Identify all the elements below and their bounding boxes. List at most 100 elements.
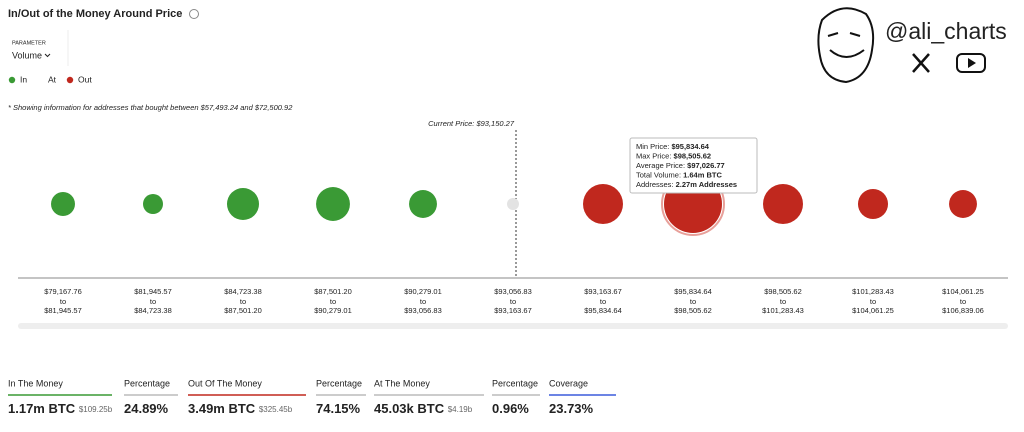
stat-label: Percentage	[316, 378, 362, 388]
tooltip-value: 1.64m BTC	[683, 170, 722, 179]
tooltip-label: Max Price:	[636, 151, 671, 160]
legend-label: In	[20, 74, 27, 84]
stat-value: 45.03k BTC $4.19b	[374, 401, 473, 416]
tooltip-label: Average Price:	[636, 161, 685, 170]
stat-label: Out Of The Money	[188, 378, 262, 388]
stat-sub: $325.45b	[259, 405, 293, 414]
meme-face	[817, 7, 875, 84]
bubble	[507, 198, 519, 210]
watermark-handle: @ali_charts	[885, 18, 1007, 44]
legend-label: At	[48, 74, 57, 84]
tooltip-value: $98,505.62	[674, 151, 712, 160]
x-range-to: $98,505.62	[674, 306, 712, 315]
tooltip-value: $97,026.77	[687, 161, 725, 170]
tooltip-label: Addresses:	[636, 180, 674, 189]
bubble	[316, 187, 350, 221]
title: In/Out of the Money Around Price	[8, 8, 182, 20]
stat-main: 74.15%	[316, 401, 361, 416]
watermark-bg	[800, 0, 1024, 92]
info-icon[interactable]	[189, 9, 199, 19]
tooltip-row: Total Volume: 1.64m BTC	[636, 170, 722, 179]
x-range-from: $79,167.76	[44, 287, 82, 296]
stat-main: 0.96%	[492, 401, 529, 416]
x-range-joiner: to	[330, 297, 336, 306]
tooltip-label: Min Price:	[636, 142, 669, 151]
tooltip-row: Min Price: $95,834.64	[636, 142, 710, 151]
stat-value: 24.89%	[124, 401, 169, 416]
x-range-to: $90,279.01	[314, 306, 352, 315]
x-range-joiner: to	[150, 297, 156, 306]
x-range-from: $81,945.57	[134, 287, 172, 296]
parameter-select[interactable]: Volume	[12, 50, 42, 60]
stat-main: 23.73%	[549, 401, 594, 416]
x-range-joiner: to	[240, 297, 246, 306]
tooltip-value: 2.27m Addresses	[676, 180, 737, 189]
bubble	[226, 187, 260, 221]
tooltip-row: Addresses: 2.27m Addresses	[636, 180, 737, 189]
stat-main: 3.49m BTC	[188, 401, 256, 416]
bubble	[409, 190, 437, 218]
scrollbar[interactable]	[18, 323, 1008, 329]
stat-main: 45.03k BTC	[374, 401, 445, 416]
x-range-to: $84,723.38	[134, 306, 172, 315]
note: * Showing information for addresses that…	[8, 103, 293, 112]
stat-sub: $4.19b	[448, 405, 473, 414]
x-range-to: $95,834.64	[584, 306, 622, 315]
x-range-from: $93,056.83	[494, 287, 532, 296]
x-range-from: $90,279.01	[404, 287, 442, 296]
stat-main: 1.17m BTC	[8, 401, 76, 416]
x-range-to: $87,501.20	[224, 306, 262, 315]
bubble	[583, 184, 623, 224]
meme-mouth	[829, 49, 865, 58]
tooltip	[629, 137, 758, 194]
legend-label: Out	[78, 74, 92, 84]
x-range-to: $93,163.67	[494, 306, 532, 315]
dropdown-arrow	[44, 53, 51, 58]
stat-label: Coverage	[549, 378, 588, 388]
parameter-label: PARAMETER	[12, 40, 46, 46]
x-range-joiner: to	[690, 297, 696, 306]
legend-swatch	[66, 76, 74, 84]
x-range-to: $93,056.83	[404, 306, 442, 315]
x-range-from: $93,163.67	[584, 287, 622, 296]
x-range-joiner: to	[960, 297, 966, 306]
tooltip-label: Total Volume:	[636, 170, 681, 179]
x-range-from: $95,834.64	[674, 287, 712, 296]
x-range-joiner: to	[870, 297, 876, 306]
x-range-joiner: to	[600, 297, 606, 306]
stat-label: Percentage	[492, 378, 538, 388]
x-range-from: $104,061.25	[942, 287, 984, 296]
tooltip-value: $95,834.64	[671, 142, 709, 151]
stat-value: 3.49m BTC $325.45b	[188, 401, 293, 416]
x-range-joiner: to	[420, 297, 426, 306]
bubble	[143, 194, 163, 214]
youtube-play	[968, 58, 976, 68]
stat-sub: $109.25b	[79, 405, 113, 414]
bubble	[857, 188, 889, 220]
stat-main: 24.89%	[124, 401, 169, 416]
x-range-from: $87,501.20	[314, 287, 352, 296]
x-range-to: $104,061.25	[852, 306, 894, 315]
stat-value: 23.73%	[549, 401, 594, 416]
stat-label: At The Money	[374, 378, 430, 388]
x-icon	[912, 53, 930, 73]
x-range-to: $106,839.06	[942, 306, 984, 315]
x-range-to: $81,945.57	[44, 306, 82, 315]
x-range-from: $101,283.43	[852, 287, 894, 296]
stat-value: 1.17m BTC $109.25b	[8, 401, 113, 416]
current-price: Current Price: $93,150.27	[428, 119, 515, 128]
tooltip-row: Max Price: $98,505.62	[636, 151, 711, 160]
watermark: @ali_charts	[800, 0, 1024, 92]
stat-value: 74.15%	[316, 401, 361, 416]
x-range-joiner: to	[780, 297, 786, 306]
stat-label: In The Money	[8, 378, 63, 388]
bubble	[949, 190, 977, 218]
x-range-from: $84,723.38	[224, 287, 262, 296]
x-range-to: $101,283.43	[762, 306, 804, 315]
stat-value: 0.96%	[492, 401, 529, 416]
youtube-icon	[956, 53, 986, 73]
legend-swatch	[8, 76, 16, 84]
tooltip-row: Average Price: $97,026.77	[636, 161, 725, 170]
x-range-from: $98,505.62	[764, 287, 802, 296]
